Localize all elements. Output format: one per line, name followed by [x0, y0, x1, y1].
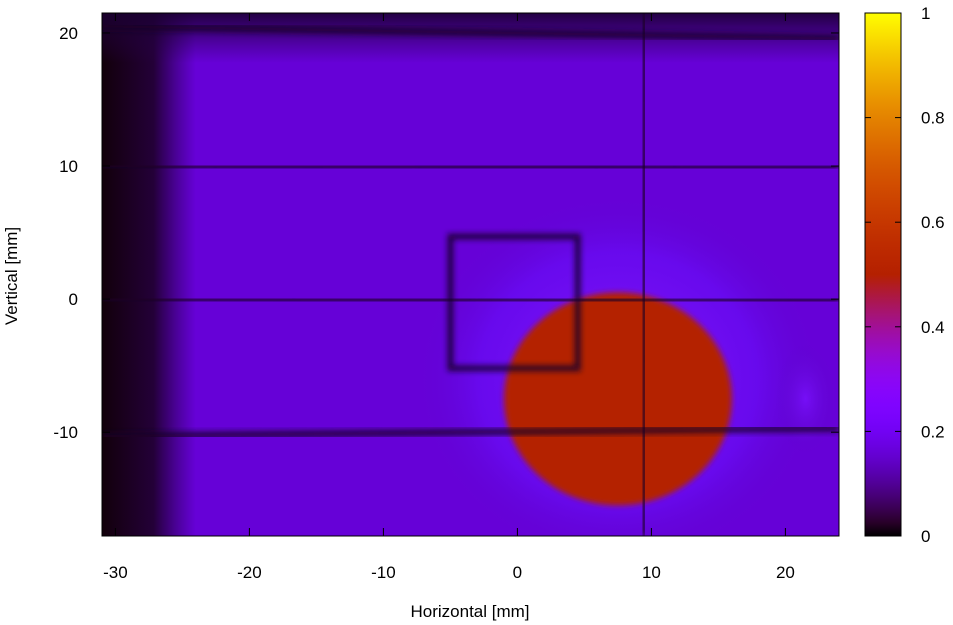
y-tick-label: 20 — [59, 24, 78, 43]
colorbar-tick-label: 0.4 — [921, 318, 945, 337]
horizontal-shadow-line — [102, 162, 839, 172]
x-tick-label: 0 — [513, 563, 522, 582]
x-tick-label: 10 — [642, 563, 661, 582]
x-tick-label: -10 — [371, 563, 396, 582]
x-tick-label: -30 — [103, 563, 128, 582]
left-dark-region — [102, 13, 196, 536]
horizontal-shadow-line — [102, 424, 839, 440]
colorbar-tick-label: 0.2 — [921, 422, 945, 441]
x-tick-label: 20 — [776, 563, 795, 582]
y-tick-label: 0 — [69, 290, 78, 309]
inner-square-shadow — [447, 233, 581, 372]
horizontal-shadow-line — [102, 22, 839, 42]
colorbar — [864, 12, 902, 537]
y-tick-label: 10 — [59, 157, 78, 176]
colorbar-tick-label: 0.6 — [921, 213, 945, 232]
x-tick-label: -20 — [237, 563, 262, 582]
colorbar-tick-label: 0.8 — [921, 109, 945, 128]
colorbar-tick-label: 0 — [921, 527, 930, 546]
secondary-glow — [775, 343, 836, 454]
colorbar-tick-label: 1 — [921, 4, 930, 23]
hot-spot — [504, 292, 732, 506]
x-axis-label: Horizontal [mm] — [410, 602, 529, 621]
colorbar-axis: 0 0.2 0.4 0.6 0.8 1 — [865, 4, 945, 546]
heatmap-image — [102, 13, 839, 536]
y-axis-label: Vertical [mm] — [2, 227, 21, 325]
y-axis: -10 0 10 20 — [53, 24, 839, 442]
vertical-shadow-line — [639, 13, 649, 536]
y-tick-label: -10 — [53, 423, 78, 442]
plot-frame — [101, 12, 840, 537]
x-axis: -30 -20 -10 0 10 20 — [103, 13, 795, 582]
horizontal-shadow-line — [102, 295, 839, 305]
